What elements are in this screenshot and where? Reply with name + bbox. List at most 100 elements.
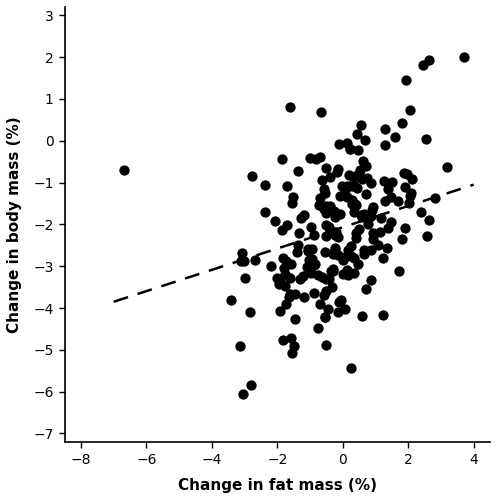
Point [295,229,303,237]
Point [417,208,425,216]
Point [325,275,332,283]
Point [299,272,307,280]
Point [278,155,286,163]
Point [338,182,346,190]
Point [355,225,363,233]
Point [305,256,313,264]
Point [425,56,433,64]
Y-axis label: Change in body mass (%): Change in body mass (%) [7,116,22,332]
Point [460,53,468,61]
Point [356,166,364,174]
Point [281,282,289,290]
Point [326,173,333,181]
Point [275,307,283,315]
Point [402,224,410,232]
Point [346,364,354,372]
Point [331,231,339,239]
Point [311,260,319,268]
Point [310,232,318,239]
Point [307,269,315,277]
Point [281,270,289,278]
Point [369,234,377,242]
Point [279,254,287,262]
Point [391,134,399,141]
Point [379,254,387,262]
Point [369,202,377,210]
Point [320,291,328,299]
Point [443,163,451,171]
Point [306,154,314,162]
Point [317,108,325,116]
Point [283,222,291,230]
Point [309,254,317,262]
Point [422,135,430,143]
Point [337,296,345,304]
Point [377,214,385,222]
Point [267,262,275,270]
Point [322,232,330,240]
Point [343,193,351,201]
Point [120,166,128,174]
Point [334,234,342,241]
Point [352,234,360,242]
Point [374,242,382,250]
Point [290,342,298,350]
Point [368,206,376,214]
Point [342,184,350,192]
Point [341,184,349,192]
Point [286,290,294,298]
Point [246,308,254,316]
Point [331,244,338,252]
Point [396,268,404,276]
Point [304,245,312,253]
Point [367,276,375,284]
Point [326,202,334,210]
Point [334,308,342,316]
Point [239,390,247,398]
Point [280,264,288,272]
Point [431,194,439,202]
Point [369,229,377,237]
Point [360,250,368,258]
Point [336,210,344,218]
Point [387,194,395,202]
Point [288,200,296,207]
Point [346,145,354,153]
Point [296,274,304,282]
Point [350,254,358,262]
Point [276,276,284,284]
Point [336,192,344,200]
Point [381,126,389,134]
Point [360,210,368,218]
Point [407,106,414,114]
Point [401,183,409,191]
Point [330,250,337,258]
Point [282,258,290,266]
Point [271,216,279,224]
Point [348,182,356,190]
Point [344,272,352,280]
Point [367,246,375,254]
Point [348,196,356,204]
Point [343,182,351,190]
Point [238,249,246,257]
X-axis label: Change in fat mass (%): Change in fat mass (%) [178,478,377,493]
Point [300,294,308,302]
Point [364,214,372,222]
Point [353,184,361,192]
Point [315,201,323,209]
Point [398,118,406,126]
Point [380,177,388,185]
Point [261,181,269,189]
Point [360,246,368,254]
Point [322,164,330,172]
Point [409,176,416,184]
Point [322,221,330,229]
Point [294,240,302,248]
Point [327,228,334,236]
Point [351,172,359,179]
Point [251,256,259,264]
Point [363,174,371,182]
Point [332,228,340,236]
Point [312,156,320,164]
